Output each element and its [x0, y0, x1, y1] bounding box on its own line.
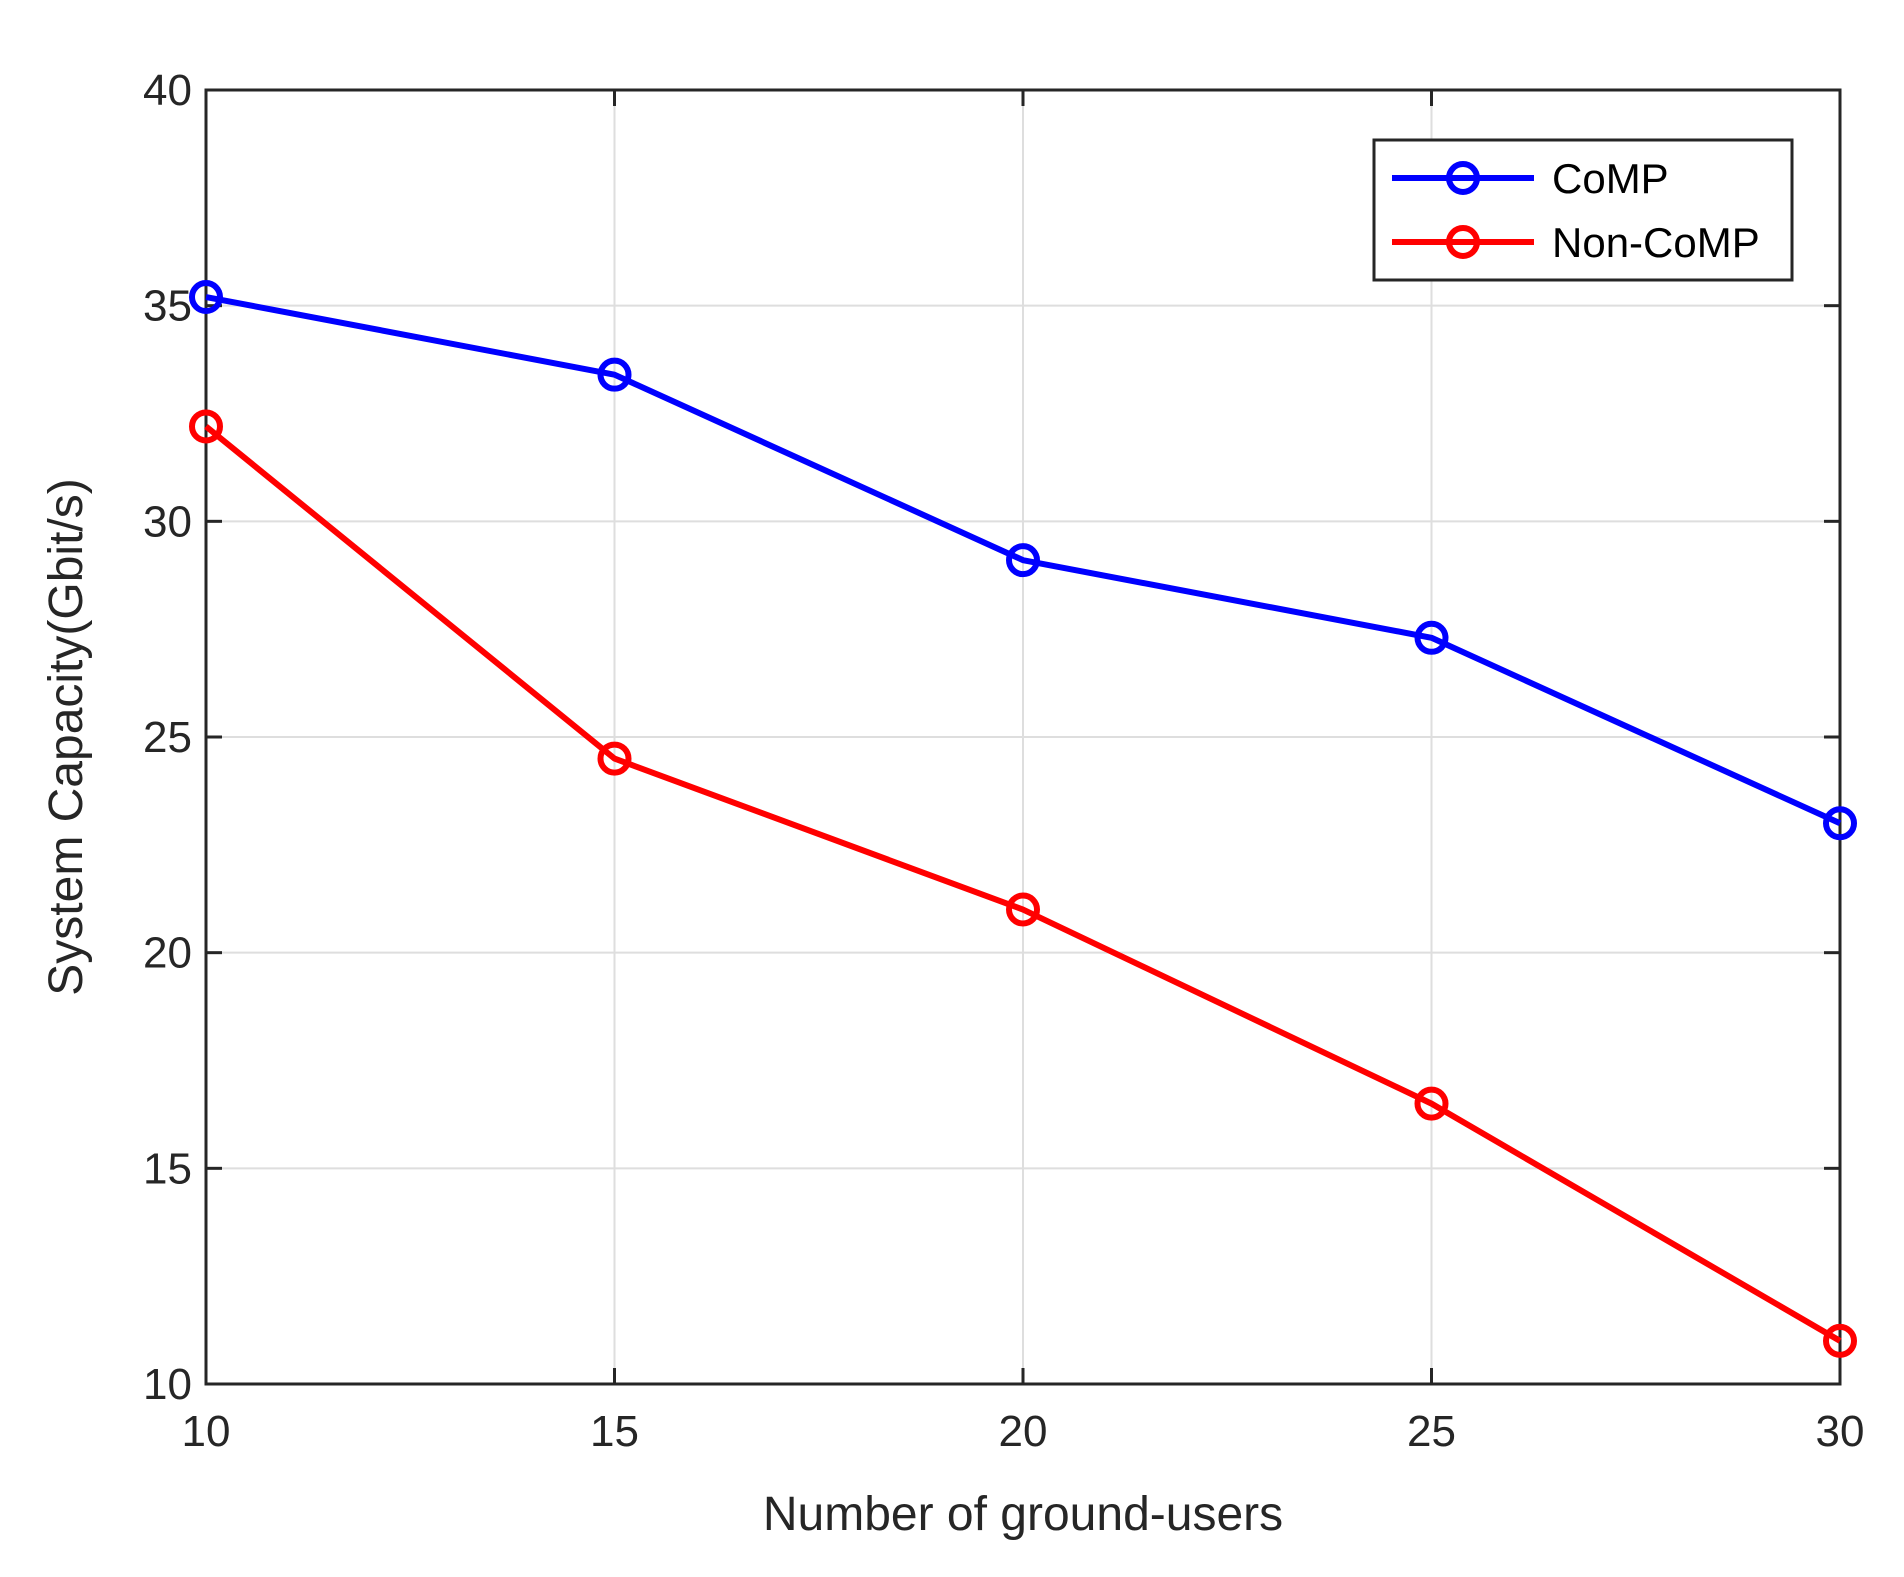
data-point-non-comp [1414, 1086, 1449, 1121]
grid [206, 90, 1840, 1384]
data-point-non-comp [1823, 1323, 1857, 1358]
data-point-comp [1414, 620, 1449, 655]
data-point-comp [1006, 543, 1040, 578]
y-axis-label: System Capacity(Gbit/s) [40, 478, 93, 995]
y-tick-label: 15 [143, 1144, 192, 1193]
legend-label-non-comp: Non-CoMP [1552, 219, 1760, 266]
data-point-non-comp [597, 741, 632, 776]
y-tick-label: 25 [143, 713, 192, 762]
series-line-comp [205, 294, 1842, 826]
series-line-non-comp [204, 424, 1842, 1344]
x-tick-label: 20 [999, 1407, 1048, 1456]
data-point-non-comp [1006, 892, 1040, 927]
y-tick-label: 10 [143, 1360, 192, 1409]
y-tick-label: 20 [143, 929, 192, 978]
data-point-comp [189, 280, 223, 315]
x-tick-label: 10 [182, 1407, 231, 1456]
x-tick-label: 25 [1407, 1407, 1456, 1456]
axis-ticks: 10 15 20 25 30 10 15 20 25 30 35 40 [143, 66, 1864, 1456]
data-point-non-comp [189, 409, 223, 444]
x-tick-label: 30 [1816, 1407, 1865, 1456]
legend-marker-non-comp [1446, 225, 1480, 259]
legend-box [1372, 138, 1794, 282]
data-point-comp [597, 357, 632, 392]
y-tick-label: 40 [143, 66, 192, 115]
legend: CoMP Non-CoMP [1372, 138, 1794, 282]
y-tick-label: 35 [143, 282, 192, 331]
y-tick-label: 30 [143, 497, 192, 546]
x-axis-label: Number of ground-users [763, 1488, 1283, 1541]
x-tick-label: 15 [590, 1407, 639, 1456]
legend-marker-comp [1446, 161, 1480, 195]
data-point-comp [1823, 806, 1857, 841]
series [189, 280, 1857, 1358]
legend-label-comp: CoMP [1552, 155, 1669, 202]
